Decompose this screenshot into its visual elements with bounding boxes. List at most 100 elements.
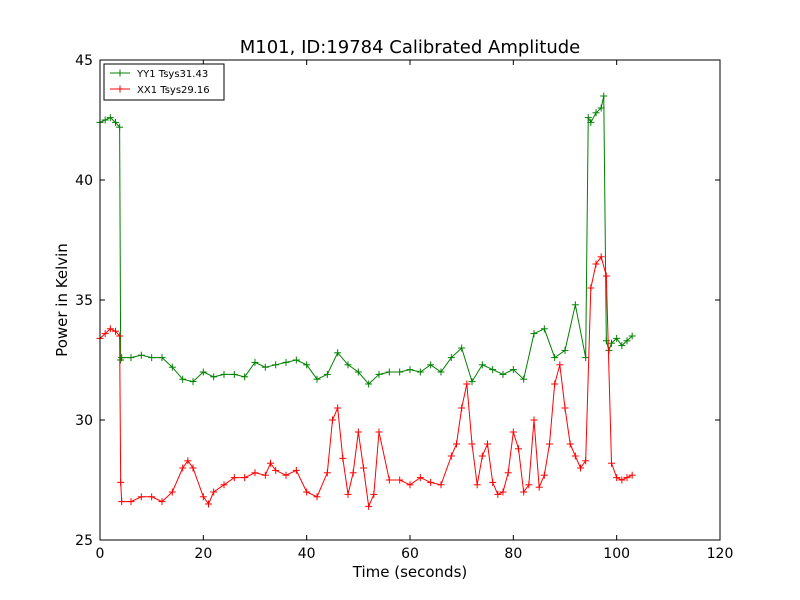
data-point-s2-56 (499, 488, 507, 496)
data-point-s1-37 (437, 368, 445, 376)
data-point-s1-42 (489, 366, 497, 374)
y-tick-label-3: 40 (75, 173, 93, 189)
data-point-s2-44 (427, 478, 435, 486)
data-point-s1-51 (582, 354, 590, 362)
data-point-s2-64 (540, 471, 548, 479)
data-point-s2-59 (515, 445, 522, 453)
data-point-s2-35 (354, 428, 362, 436)
data-point-s1-32 (385, 368, 393, 376)
data-point-s1-11 (168, 363, 176, 371)
data-point-s2-31 (334, 404, 342, 412)
data-point-s1-43 (499, 370, 507, 378)
plot-area-layer (100, 60, 720, 540)
data-point-s1-12 (179, 375, 187, 383)
x-tick-label-2: 40 (298, 546, 316, 562)
data-point-s1-19 (251, 358, 259, 366)
data-point-s2-52 (478, 452, 486, 460)
data-point-s1-49 (561, 346, 569, 354)
data-point-s2-63 (535, 483, 543, 491)
data-point-s1-46 (530, 330, 538, 338)
data-point-s1-8 (137, 351, 145, 359)
legend-box (103, 63, 225, 101)
data-point-s1-52 (584, 114, 592, 122)
data-point-s1-45 (520, 375, 528, 383)
data-point-s1-40 (468, 378, 476, 386)
data-point-s2-81 (628, 471, 636, 479)
data-point-s1-44 (509, 366, 517, 374)
data-point-s2-75 (597, 253, 605, 261)
data-point-s1-34 (406, 366, 414, 374)
data-point-s1-17 (230, 370, 238, 378)
data-point-s2-40 (385, 476, 393, 484)
x-tick-label-3: 60 (401, 546, 419, 562)
data-point-s2-69 (566, 440, 574, 448)
data-point-s1-15 (210, 373, 218, 381)
data-point-s2-37 (365, 502, 373, 510)
data-point-s1-63 (628, 332, 636, 340)
data-point-s1-9 (148, 354, 156, 362)
data-point-s1-24 (303, 361, 311, 369)
data-point-s1-55 (597, 104, 605, 112)
data-point-s2-80 (623, 474, 631, 482)
legend: YY1 Tsys31.43 XX1 Tsys29.16 (103, 63, 225, 101)
data-point-s1-14 (199, 368, 207, 376)
data-point-s1-20 (261, 363, 269, 371)
data-point-s2-78 (613, 474, 621, 482)
data-point-s1-48 (551, 354, 559, 362)
data-point-s2-51 (473, 481, 481, 489)
data-point-s2-39 (375, 428, 383, 436)
data-point-s1-41 (478, 361, 486, 369)
data-point-s2-49 (463, 380, 471, 388)
data-point-s2-22 (261, 471, 269, 479)
data-point-s2-23 (267, 459, 274, 467)
data-point-s2-30 (329, 416, 336, 424)
data-point-s2-2 (106, 325, 114, 333)
data-point-s2-24 (272, 466, 280, 474)
data-point-s2-6 (118, 498, 126, 506)
data-point-s2-21 (251, 469, 259, 477)
legend-marker-xx1 (116, 85, 124, 93)
data-point-s2-5 (117, 478, 125, 486)
data-point-s1-7 (127, 354, 135, 362)
data-point-s2-3 (112, 327, 119, 335)
series-layer (96, 92, 636, 510)
data-point-s1-36 (427, 361, 435, 369)
data-point-s1-57 (602, 337, 610, 345)
chart-title: M101, ID:19784 Calibrated Amplitude (240, 37, 581, 58)
legend-label-yy1: YY1 Tsys31.43 (136, 69, 208, 80)
data-point-s1-29 (354, 368, 362, 376)
data-point-s1-25 (313, 375, 321, 383)
data-point-s2-65 (546, 440, 553, 448)
data-point-s2-10 (158, 498, 166, 506)
data-point-s2-54 (489, 478, 497, 486)
data-point-s1-28 (344, 361, 352, 369)
data-point-s2-9 (148, 493, 156, 501)
data-point-s1-59 (608, 339, 615, 347)
data-point-s2-48 (458, 404, 466, 412)
data-point-s1-23 (292, 356, 300, 364)
data-point-s2-68 (561, 404, 569, 412)
data-point-s2-67 (556, 361, 564, 369)
series-line-1 (99, 95, 633, 385)
y-tick-label-2: 35 (75, 293, 93, 309)
data-point-s2-29 (323, 469, 331, 477)
data-point-s2-43 (416, 474, 424, 482)
data-point-s2-77 (608, 459, 615, 467)
data-point-s1-54 (592, 109, 600, 117)
data-point-s1-39 (458, 344, 466, 352)
data-point-s1-62 (623, 337, 631, 345)
data-point-s2-73 (587, 284, 595, 292)
series-line-2 (99, 255, 633, 509)
legend-marker-yy1 (116, 69, 124, 77)
data-point-s2-20 (241, 474, 249, 482)
data-point-s2-27 (303, 488, 311, 496)
data-point-s1-50 (571, 301, 579, 309)
data-point-s1-47 (540, 325, 548, 333)
data-point-s1-33 (396, 368, 404, 376)
plot-background (100, 60, 720, 540)
data-point-s2-74 (592, 260, 600, 268)
x-tick-label-6: 120 (707, 546, 734, 562)
series-group-2 (96, 253, 636, 510)
